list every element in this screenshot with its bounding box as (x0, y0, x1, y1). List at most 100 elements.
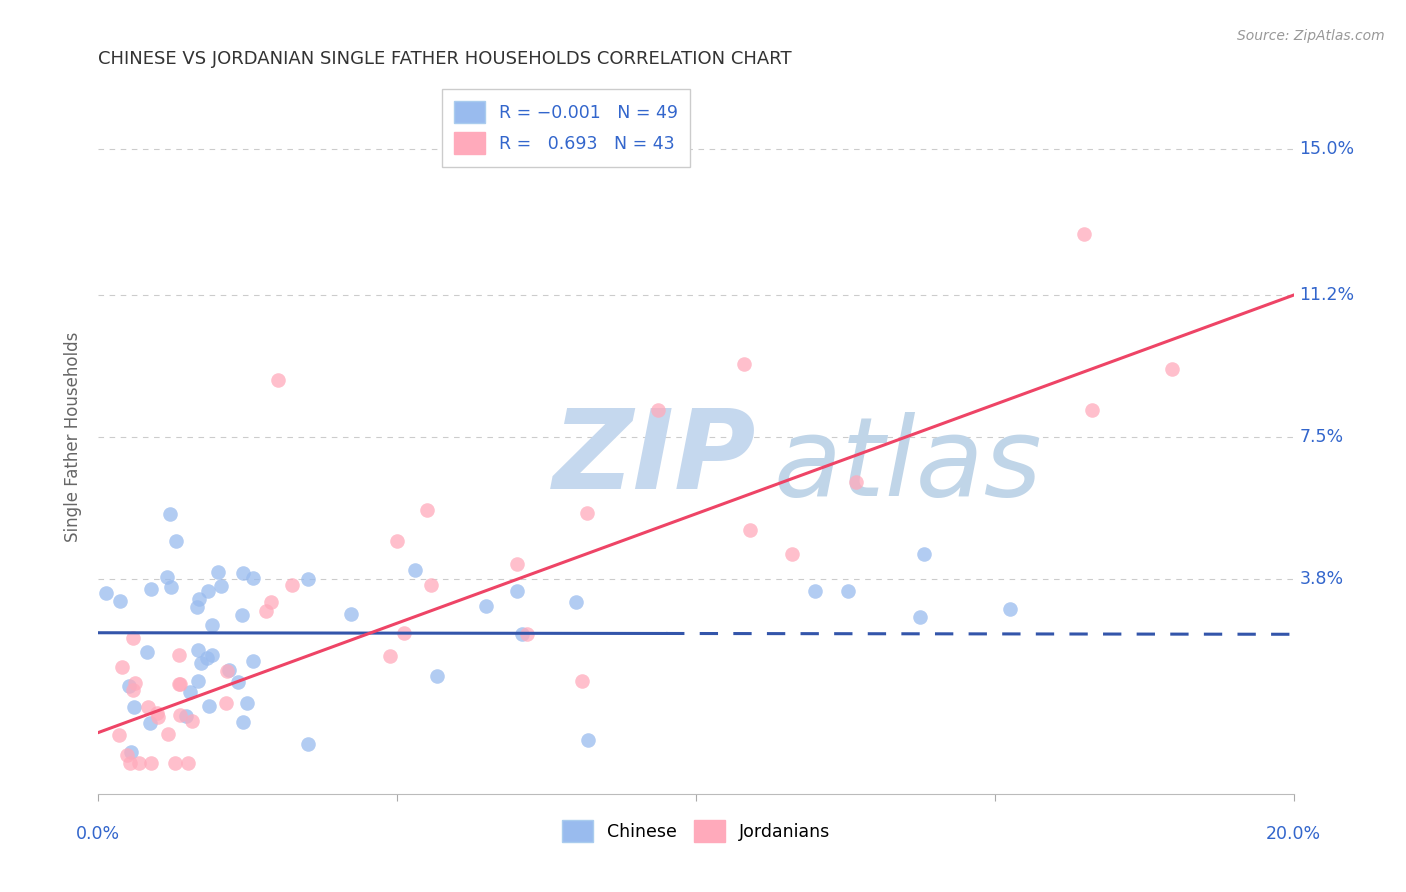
Point (181, 714, 204, 728)
Text: CHINESE VS JORDANIAN SINGLE FATHER HOUSEHOLDS CORRELATION CHART: CHINESE VS JORDANIAN SINGLE FATHER HOUSE… (98, 50, 792, 68)
Point (176, 756, 198, 771)
Point (169, 677, 191, 691)
Point (108, 729, 131, 743)
Point (187, 674, 209, 689)
Point (190, 657, 212, 671)
Point (115, 747, 138, 762)
Point (141, 756, 163, 771)
Point (136, 699, 159, 714)
Point (121, 683, 143, 698)
Legend: Chinese, Jordanians: Chinese, Jordanians (554, 814, 838, 849)
Point (380, 648, 402, 663)
Text: 3.8%: 3.8% (1299, 570, 1344, 588)
Point (201, 648, 224, 663)
Text: Source: ZipAtlas.com: Source: ZipAtlas.com (1237, 29, 1385, 43)
Point (733, 357, 755, 371)
Point (782, 547, 804, 561)
Point (254, 604, 277, 618)
Point (242, 654, 264, 668)
Point (404, 563, 426, 577)
Point (218, 664, 240, 678)
Point (146, 710, 169, 724)
Point (416, 503, 439, 517)
Point (174, 708, 197, 723)
Point (122, 699, 145, 714)
Point (231, 608, 253, 623)
Text: ZIP: ZIP (553, 405, 756, 512)
Point (232, 566, 254, 580)
Point (1073, 227, 1095, 241)
Point (506, 557, 529, 571)
Point (169, 708, 191, 723)
Point (209, 579, 232, 593)
Point (571, 673, 593, 688)
Point (260, 595, 283, 609)
Point (156, 570, 179, 584)
Point (1160, 362, 1182, 376)
Point (426, 669, 449, 683)
Point (198, 698, 221, 713)
Point (157, 727, 180, 741)
Point (385, 533, 409, 548)
Point (139, 582, 162, 596)
Point (207, 565, 229, 579)
Point (339, 607, 361, 622)
Point (215, 665, 238, 679)
Text: 0.0%: 0.0% (76, 824, 121, 843)
Point (165, 533, 187, 548)
Point (516, 627, 538, 641)
Point (394, 626, 416, 640)
Point (197, 584, 219, 599)
Point (565, 595, 588, 609)
Point (136, 645, 159, 659)
Point (169, 648, 191, 662)
Point (139, 715, 162, 730)
Point (1081, 403, 1104, 417)
Point (242, 571, 264, 585)
Point (118, 756, 141, 771)
Point (128, 756, 150, 770)
Point (576, 506, 599, 520)
Point (804, 583, 827, 598)
Point (186, 600, 208, 615)
Point (281, 578, 304, 592)
Point (226, 675, 249, 690)
Text: atlas: atlas (773, 412, 1042, 519)
Point (232, 715, 254, 730)
Point (738, 523, 761, 537)
Point (111, 660, 134, 674)
Point (124, 676, 146, 690)
Text: 15.0%: 15.0% (1299, 140, 1354, 159)
Point (215, 696, 238, 710)
Point (420, 578, 443, 592)
Point (474, 599, 496, 613)
Point (506, 583, 529, 598)
Point (267, 372, 290, 386)
Point (94, 586, 117, 600)
Point (195, 651, 218, 665)
Point (578, 733, 600, 747)
Point (837, 584, 859, 599)
Point (297, 737, 319, 751)
Point (179, 684, 201, 698)
Text: 7.5%: 7.5% (1299, 428, 1344, 446)
Point (160, 580, 183, 594)
Point (120, 745, 142, 759)
Point (187, 643, 209, 657)
Point (122, 631, 145, 645)
Point (647, 403, 669, 417)
Point (998, 602, 1021, 616)
Point (910, 609, 932, 624)
Point (236, 697, 259, 711)
Point (297, 572, 319, 586)
Point (146, 706, 169, 720)
Point (165, 756, 187, 771)
Point (187, 591, 209, 606)
Point (159, 507, 181, 521)
Point (512, 626, 534, 640)
Point (108, 594, 131, 608)
Point (201, 617, 224, 632)
Point (118, 679, 141, 693)
Text: 20.0%: 20.0% (1265, 824, 1322, 843)
Point (169, 676, 191, 690)
